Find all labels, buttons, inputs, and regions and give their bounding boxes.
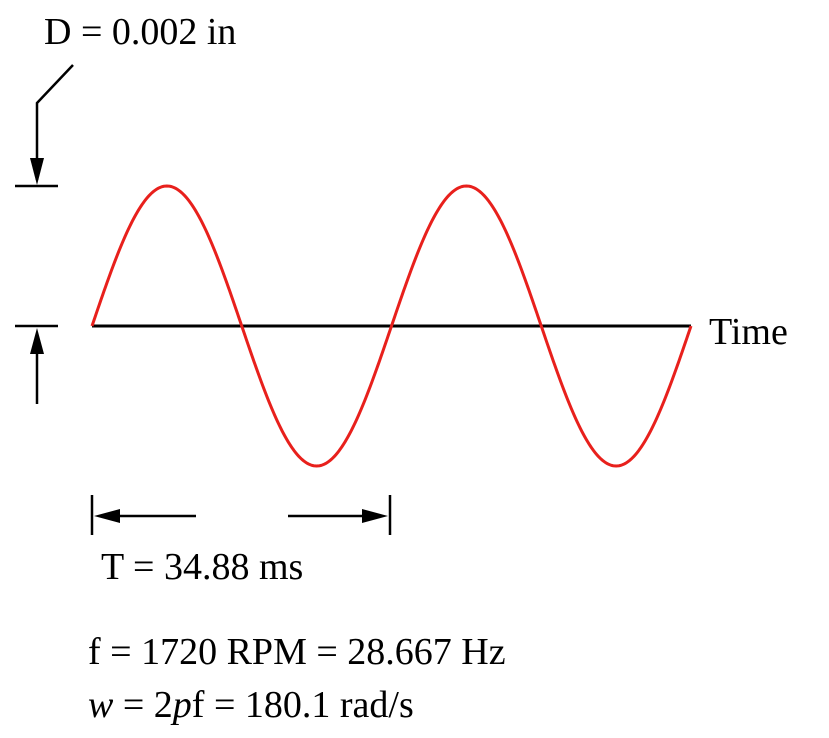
- displacement-leader-line: [35, 64, 74, 180]
- period-arrow-right: [362, 509, 388, 523]
- frequency-equation: f = 1720 RPM = 28.667 Hz: [88, 631, 506, 673]
- displacement-arrow-down: [30, 158, 44, 185]
- omega-symbol: w: [88, 684, 114, 726]
- time-axis-label: Time: [709, 311, 788, 353]
- sine-wave: [90, 184, 693, 468]
- pi-symbol: p: [172, 684, 192, 726]
- displacement-arrow-up: [30, 328, 44, 354]
- omega-rest: f = 180.1 rad/s: [191, 684, 414, 726]
- omega-equals-two: = 2: [113, 684, 173, 726]
- period-arrow-left: [94, 509, 120, 523]
- angular-frequency-equation: w = 2pf = 180.1 rad/s: [88, 686, 414, 724]
- period-label: T = 34.88 ms: [101, 546, 304, 588]
- displacement-label: D = 0.002 in: [44, 11, 237, 53]
